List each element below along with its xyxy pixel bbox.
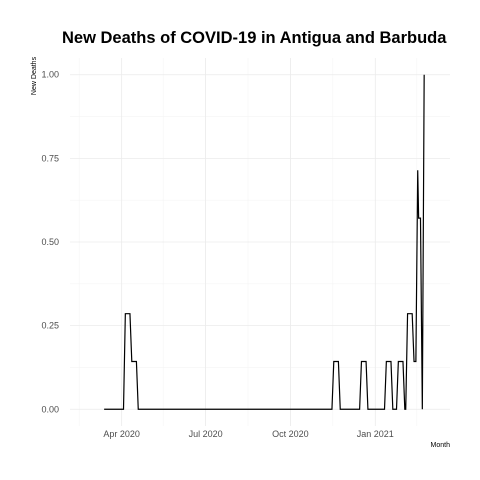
- y-tick-label: 0.75: [41, 153, 59, 163]
- x-tick-label: Oct 2020: [272, 429, 309, 439]
- chart-title: New Deaths of COVID-19 in Antigua and Ba…: [62, 29, 447, 47]
- y-tick-label: 0.00: [41, 404, 59, 414]
- x-tick-label: Jul 2020: [189, 429, 223, 439]
- x-axis-tick-labels: Apr 2020 Jul 2020 Oct 2020 Jan 2021: [103, 429, 393, 439]
- y-axis-tick-labels: 0.00 0.25 0.50 0.75 1.00: [41, 70, 59, 415]
- y-tick-label: 1.00: [41, 70, 59, 80]
- y-tick-label: 0.25: [41, 321, 59, 331]
- x-tick-label: Jan 2021: [357, 429, 394, 439]
- x-tick-label: Apr 2020: [103, 429, 140, 439]
- series-layer: [104, 74, 425, 410]
- y-axis-title: New Deaths: [31, 56, 38, 95]
- major-gridlines: [70, 58, 450, 426]
- series-line: [104, 74, 425, 410]
- x-axis-title: Month: [431, 442, 451, 449]
- y-tick-label: 0.50: [41, 237, 59, 247]
